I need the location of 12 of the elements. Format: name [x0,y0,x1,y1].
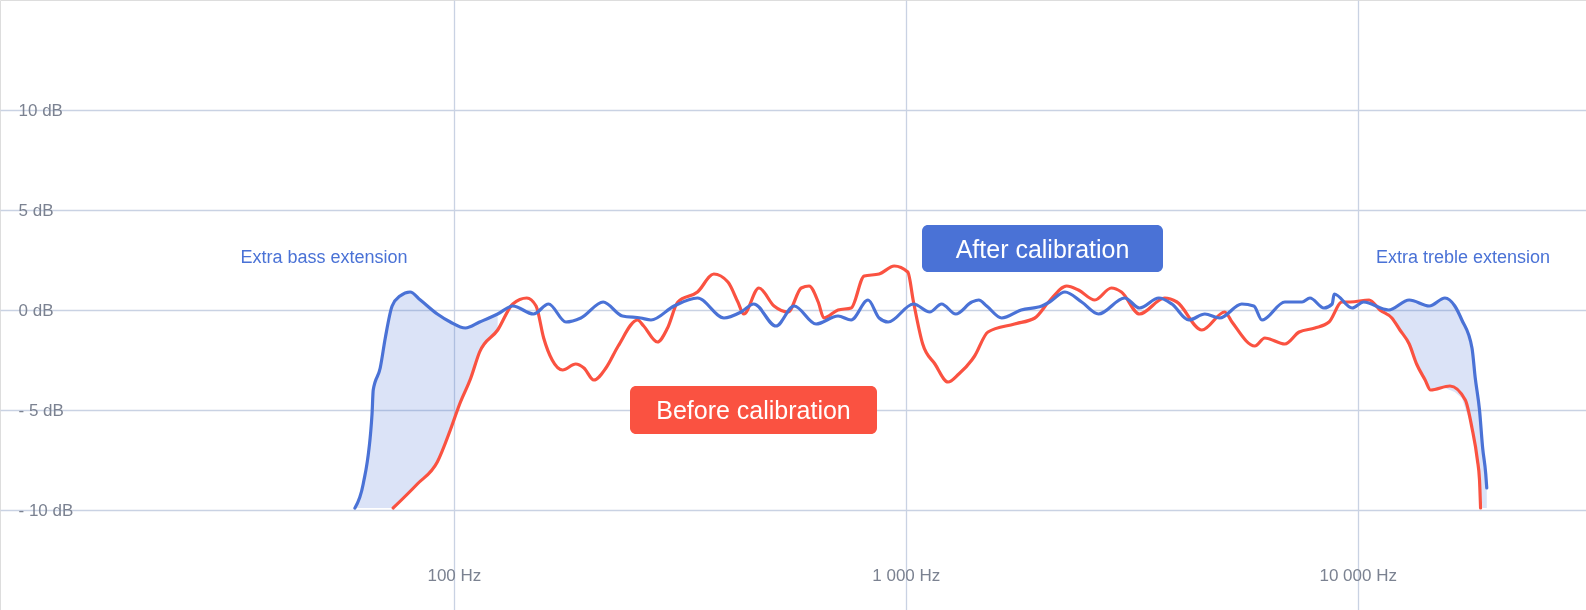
series-label: After calibration [955,234,1130,263]
y-tick-label: 10 dB [18,100,63,120]
text: Before calibration [656,396,851,424]
y-tick-label: - 5 dB [18,400,64,420]
x-tick-label: 100 Hz [427,565,482,585]
y-tick-label: 0 dB [18,300,54,320]
y-tick-label: 5 dB [18,200,54,220]
y-tick-label: - 10 dB [18,500,74,520]
annotation: Extra bass extension [240,247,408,267]
x-tick-label: 10 000 Hz [1319,565,1397,585]
x-tick-label: 1 000 Hz [872,565,941,585]
annotation: Extra treble extension [1375,247,1551,267]
